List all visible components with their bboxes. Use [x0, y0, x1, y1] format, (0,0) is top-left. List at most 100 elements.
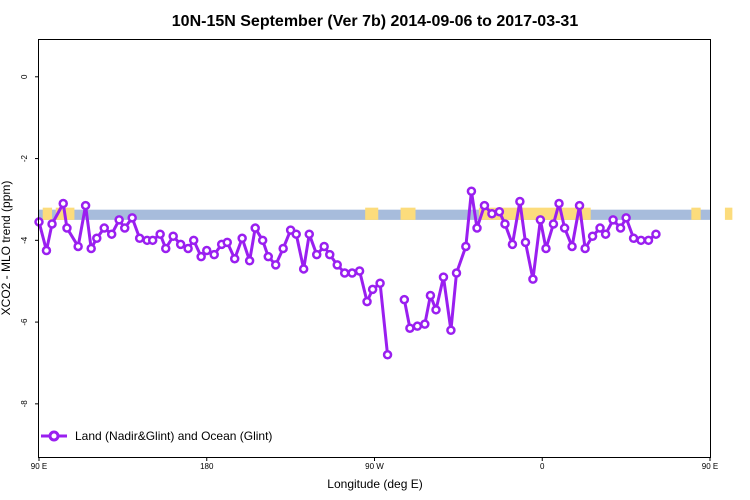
data-point — [73, 241, 83, 252]
surface-band — [39, 207, 733, 220]
data-point — [291, 229, 301, 239]
y-tick-label: -2 — [20, 154, 29, 162]
data-point — [250, 223, 260, 233]
data-point — [535, 215, 546, 225]
data-point — [188, 235, 199, 246]
data-point — [541, 243, 551, 254]
data-point — [399, 294, 410, 305]
data-point — [99, 223, 109, 233]
data-point — [528, 274, 538, 284]
data-point — [515, 196, 525, 207]
data-point — [461, 241, 471, 252]
data-point — [574, 200, 585, 211]
data-point — [168, 231, 178, 241]
land-segment — [724, 207, 733, 220]
data-point — [62, 223, 72, 233]
data-point — [375, 278, 385, 288]
data-point — [600, 229, 611, 239]
data-point — [643, 235, 654, 246]
data-point — [127, 213, 137, 223]
data-point — [347, 268, 357, 278]
y-tick-label: -6 — [20, 318, 29, 326]
data-point — [548, 219, 559, 229]
data-point — [147, 235, 158, 246]
data-point — [405, 323, 415, 333]
land-segment — [42, 207, 53, 220]
data-point — [332, 260, 342, 270]
data-point — [58, 198, 68, 209]
data-point — [339, 268, 350, 278]
data-point — [229, 253, 240, 264]
data-point — [160, 243, 171, 254]
data-point — [595, 223, 605, 233]
data-point — [425, 290, 436, 301]
data-point — [446, 325, 456, 336]
land-segment — [400, 207, 416, 220]
data-point — [621, 213, 631, 223]
data-point — [362, 296, 372, 307]
data-point — [431, 305, 441, 315]
data-point — [559, 223, 570, 233]
data-point — [420, 319, 430, 329]
data-point — [319, 241, 329, 252]
data-point — [466, 186, 477, 197]
data-point — [134, 233, 145, 244]
data-point — [479, 200, 490, 211]
data-point — [451, 268, 462, 278]
data-point — [41, 245, 52, 256]
series-line — [37, 202, 390, 355]
legend-marker-swatch — [48, 430, 60, 442]
data-point — [106, 229, 117, 239]
x-tick-label: 180 — [200, 462, 214, 471]
data-point — [651, 229, 661, 239]
data-point — [472, 223, 482, 233]
data-point — [311, 249, 322, 260]
data-point — [382, 350, 393, 360]
data-point — [222, 237, 233, 248]
data-point — [615, 223, 626, 233]
y-tick-label: 0 — [20, 74, 29, 79]
data-point — [209, 249, 219, 260]
land-segment — [365, 207, 379, 220]
data-point — [47, 219, 57, 229]
y-tick-label: -4 — [20, 236, 29, 244]
legend-entry-label: Land (Nadir&Glint) and Ocean (Glint) — [75, 429, 272, 443]
x-tick-label: 90 W — [365, 462, 384, 471]
data-point — [554, 198, 564, 209]
data-point — [304, 229, 315, 239]
data-point — [119, 223, 130, 233]
data-point — [298, 264, 309, 274]
data-point — [494, 206, 505, 217]
y-tick-label: -8 — [20, 400, 29, 408]
x-tick-label: 90 E — [31, 462, 47, 471]
data-point — [114, 215, 124, 225]
data-point — [257, 235, 268, 246]
data-point — [86, 243, 96, 254]
x-tick-label: 90 E — [702, 462, 718, 471]
data-point — [278, 243, 288, 254]
data-point — [80, 200, 91, 211]
data-point — [237, 233, 247, 244]
data-point — [175, 239, 186, 250]
data-point — [202, 245, 212, 256]
y-axis-label: XCO2 - MLO trend (ppm) — [0, 181, 13, 316]
y-axis: 0 -2 -4 -6 -8 — [20, 74, 39, 407]
data-point — [92, 233, 102, 244]
x-tick-label: 0 — [540, 462, 545, 471]
data-point — [244, 256, 255, 266]
data-point — [628, 233, 639, 244]
data-point — [354, 266, 365, 276]
data-point — [500, 219, 510, 229]
data-point — [367, 284, 378, 295]
data-point — [183, 243, 193, 254]
data-point — [270, 260, 281, 270]
data-point — [438, 272, 449, 282]
data-point — [636, 235, 646, 246]
x-axis-label: Longitude (deg E) — [327, 477, 422, 491]
data-point — [196, 251, 206, 262]
data-point — [263, 251, 274, 262]
data-point — [580, 243, 590, 254]
data-point — [608, 215, 618, 225]
data-point — [520, 237, 531, 248]
